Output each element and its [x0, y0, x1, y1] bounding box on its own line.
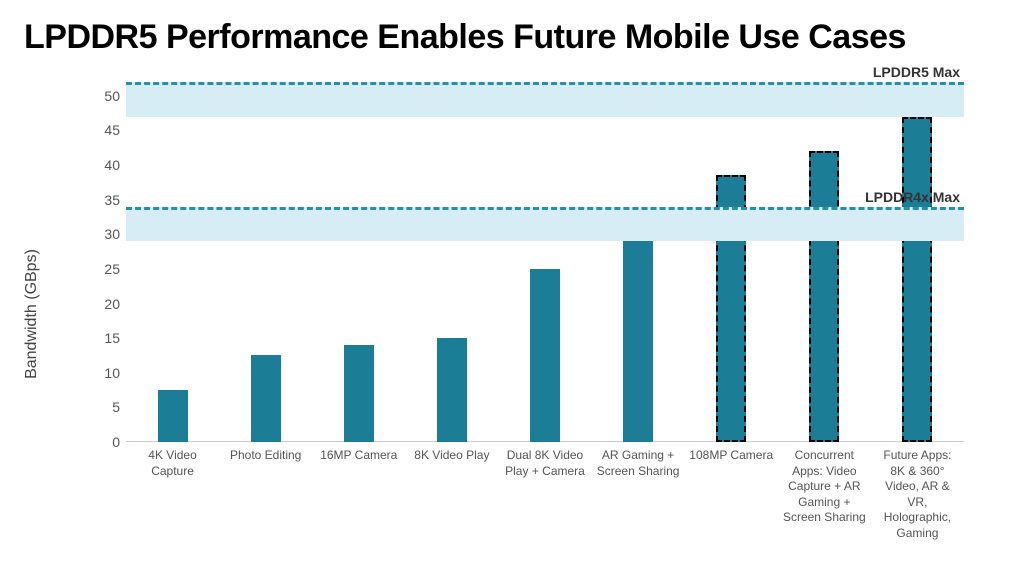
y-tick: 20 — [84, 296, 120, 312]
bars-container — [126, 82, 964, 442]
x-tick-label: 4K Video Capture — [126, 448, 219, 542]
bar-slot — [592, 82, 685, 442]
x-tick-label: Dual 8K Video Play + Camera — [498, 448, 591, 542]
page-title: LPDDR5 Performance Enables Future Mobile… — [24, 18, 993, 57]
x-tick-label: 16MP Camera — [312, 448, 405, 542]
x-tick-label: Future Apps: 8K & 360° Video, AR & VR, H… — [871, 448, 964, 542]
bar — [437, 338, 467, 442]
reference-line — [126, 82, 964, 85]
x-tick-label: 8K Video Play — [405, 448, 498, 542]
bandwidth-chart: Bandwidth (GBps) LPDDR5 MaxLPDDR4x Max05… — [40, 74, 980, 554]
bar — [530, 269, 560, 442]
x-tick-label: 108MP Camera — [685, 448, 778, 542]
bar-slot — [871, 82, 964, 442]
bar — [902, 117, 932, 442]
bar — [809, 151, 839, 442]
x-tick-label: Photo Editing — [219, 448, 312, 542]
bar — [344, 345, 374, 442]
bar-slot — [126, 82, 219, 442]
bar-slot — [498, 82, 591, 442]
bar-slot — [312, 82, 405, 442]
y-axis-label: Bandwidth (GBps) — [23, 249, 41, 379]
reference-band — [126, 207, 964, 242]
y-tick: 50 — [84, 88, 120, 104]
chart-plot-area: LPDDR5 MaxLPDDR4x Max0510152025303540455… — [126, 82, 964, 442]
y-tick: 25 — [84, 261, 120, 277]
bar — [623, 234, 653, 442]
reference-label: LPDDR4x Max — [865, 189, 960, 205]
y-tick: 0 — [84, 434, 120, 450]
x-axis-labels: 4K Video CapturePhoto Editing16MP Camera… — [126, 448, 964, 542]
bar-slot — [405, 82, 498, 442]
y-tick: 5 — [84, 399, 120, 415]
bar-slot — [219, 82, 312, 442]
bar — [158, 390, 188, 442]
bar — [251, 355, 281, 442]
reference-label: LPDDR5 Max — [873, 64, 960, 80]
bar-slot — [685, 82, 778, 442]
reference-band — [126, 82, 964, 117]
x-tick-label: Concurrent Apps: Video Capture + AR Gami… — [778, 448, 871, 542]
y-tick: 15 — [84, 330, 120, 346]
y-tick: 45 — [84, 122, 120, 138]
slide-container: LPDDR5 Performance Enables Future Mobile… — [0, 0, 1017, 581]
y-tick: 10 — [84, 365, 120, 381]
y-tick: 40 — [84, 157, 120, 173]
y-tick: 35 — [84, 192, 120, 208]
x-tick-label: AR Gaming + Screen Sharing — [592, 448, 685, 542]
bar-slot — [778, 82, 871, 442]
reference-line — [126, 207, 964, 210]
y-tick: 30 — [84, 226, 120, 242]
